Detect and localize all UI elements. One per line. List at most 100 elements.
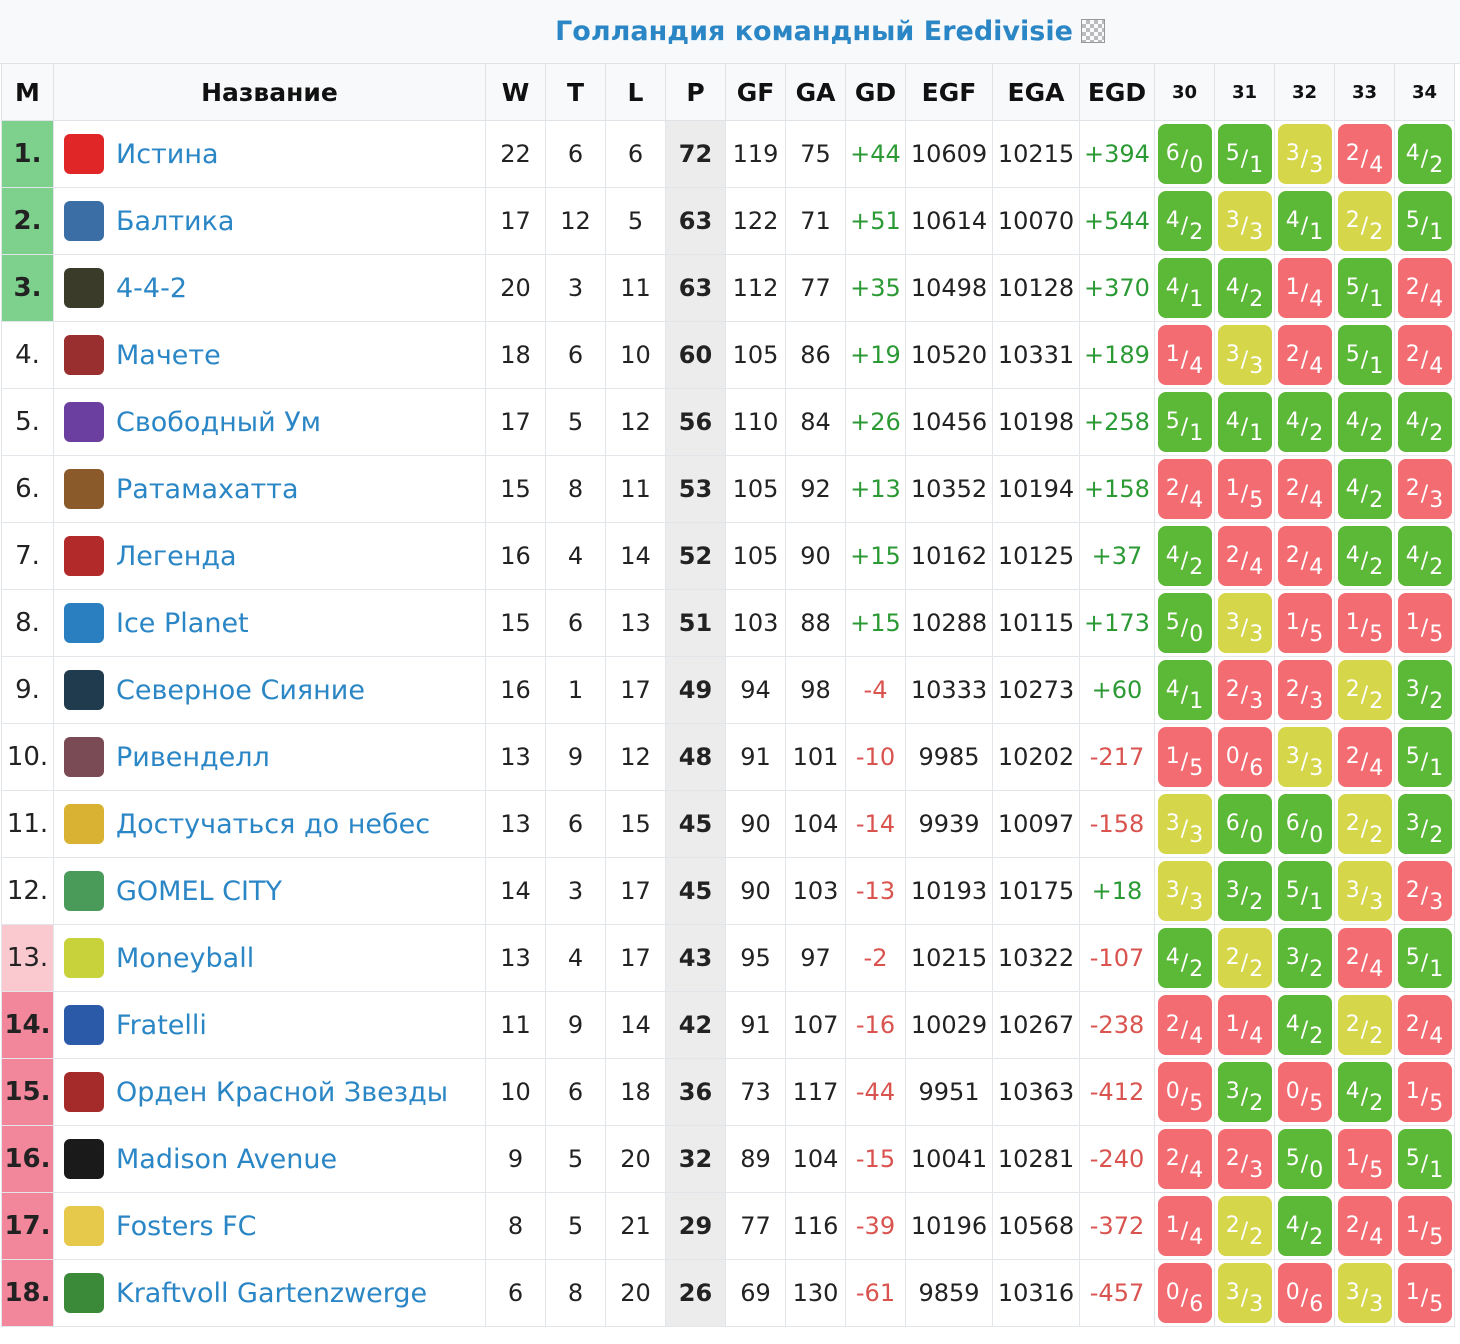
match-result-badge[interactable]: 1/5 [1397,593,1452,653]
match-result-badge[interactable]: 2/3 [1277,660,1332,720]
match-result-badge[interactable]: 4/2 [1277,392,1332,452]
col-header-gf[interactable]: GF [725,63,786,121]
match-result-badge[interactable]: 2/2 [1337,660,1392,720]
match-result-badge[interactable]: 3/3 [1217,593,1272,653]
match-result-badge[interactable]: 4/2 [1397,392,1452,452]
match-result-badge[interactable]: 5/1 [1217,124,1272,184]
match-result-badge[interactable]: 0/5 [1277,1062,1332,1122]
match-result-badge[interactable]: 3/3 [1277,727,1332,787]
match-result-badge[interactable]: 5/1 [1337,258,1392,318]
match-result-badge[interactable]: 4/2 [1157,191,1212,251]
col-header-t[interactable]: T [545,63,606,121]
team-name-link[interactable]: Достучаться до небес [116,808,431,840]
match-result-badge[interactable]: 4/2 [1337,1062,1392,1122]
match-result-badge[interactable]: 5/1 [1397,928,1452,988]
match-result-badge[interactable]: 2/4 [1397,995,1452,1055]
match-result-badge[interactable]: 2/4 [1337,124,1392,184]
match-result-badge[interactable]: 4/2 [1277,1196,1332,1256]
match-result-badge[interactable]: 0/6 [1217,727,1272,787]
match-result-badge[interactable]: 2/4 [1157,1129,1212,1189]
col-header-w[interactable]: W [485,63,546,121]
match-result-badge[interactable]: 4/2 [1157,526,1212,586]
match-result-badge[interactable]: 1/5 [1397,1196,1452,1256]
match-result-badge[interactable]: 0/6 [1277,1263,1332,1323]
match-result-badge[interactable]: 3/3 [1157,794,1212,854]
match-result-badge[interactable]: 3/2 [1397,660,1452,720]
match-result-badge[interactable]: 6/0 [1157,124,1212,184]
match-result-badge[interactable]: 5/1 [1337,325,1392,385]
match-result-badge[interactable]: 6/0 [1277,794,1332,854]
match-result-badge[interactable]: 3/3 [1157,861,1212,921]
match-result-badge[interactable]: 2/4 [1277,325,1332,385]
match-result-badge[interactable]: 5/1 [1157,392,1212,452]
team-name-link[interactable]: Ice Planet [116,607,249,639]
col-header-ega[interactable]: EGA [992,63,1080,121]
col-header-egf[interactable]: EGF [905,63,993,121]
match-result-badge[interactable]: 4/2 [1157,928,1212,988]
match-result-badge[interactable]: 2/3 [1217,1129,1272,1189]
match-result-badge[interactable]: 2/3 [1217,660,1272,720]
match-result-badge[interactable]: 5/0 [1157,593,1212,653]
team-name-link[interactable]: 4-4-2 [116,272,188,304]
match-result-badge[interactable]: 4/2 [1397,124,1452,184]
match-result-badge[interactable]: 2/4 [1337,928,1392,988]
match-result-badge[interactable]: 3/2 [1397,794,1452,854]
match-result-badge[interactable]: 5/1 [1397,191,1452,251]
team-name-link[interactable]: GOMEL CITY [116,875,282,907]
match-result-badge[interactable]: 4/1 [1157,258,1212,318]
col-header-pos[interactable]: M [1,63,54,121]
match-result-badge[interactable]: 4/1 [1277,191,1332,251]
match-result-badge[interactable]: 1/5 [1397,1062,1452,1122]
match-result-badge[interactable]: 4/2 [1337,526,1392,586]
match-result-badge[interactable]: 2/4 [1397,325,1452,385]
team-name-link[interactable]: Балтика [116,205,235,237]
match-result-badge[interactable]: 1/5 [1337,1129,1392,1189]
match-result-badge[interactable]: 2/3 [1397,861,1452,921]
match-result-badge[interactable]: 1/5 [1157,727,1212,787]
team-name-link[interactable]: Орден Красной Звезды [116,1076,449,1108]
match-result-badge[interactable]: 2/2 [1217,928,1272,988]
match-result-badge[interactable]: 2/2 [1337,794,1392,854]
match-result-badge[interactable]: 4/2 [1277,995,1332,1055]
match-result-badge[interactable]: 2/4 [1157,995,1212,1055]
match-result-badge[interactable]: 5/1 [1397,1129,1452,1189]
match-result-badge[interactable]: 3/2 [1277,928,1332,988]
col-header-p[interactable]: P [665,63,726,121]
match-result-badge[interactable]: 2/4 [1397,258,1452,318]
team-name-link[interactable]: Kraftvoll Gartenzwerge [116,1277,428,1309]
team-name-link[interactable]: Легенда [116,540,237,572]
col-header-egd[interactable]: EGD [1079,63,1155,121]
match-result-badge[interactable]: 2/2 [1337,995,1392,1055]
match-result-badge[interactable]: 1/4 [1217,995,1272,1055]
match-result-badge[interactable]: 1/4 [1277,258,1332,318]
match-result-badge[interactable]: 4/1 [1157,660,1212,720]
match-result-badge[interactable]: 3/3 [1337,1263,1392,1323]
match-result-badge[interactable]: 1/5 [1337,593,1392,653]
team-name-link[interactable]: Moneyball [116,942,255,974]
match-result-badge[interactable]: 1/4 [1157,1196,1212,1256]
match-result-badge[interactable]: 2/2 [1217,1196,1272,1256]
team-name-link[interactable]: Свободный Ум [116,406,322,438]
match-result-badge[interactable]: 3/3 [1217,325,1272,385]
match-result-badge[interactable]: 2/4 [1217,526,1272,586]
match-result-badge[interactable]: 0/6 [1157,1263,1212,1323]
match-result-badge[interactable]: 4/2 [1337,459,1392,519]
col-header-l[interactable]: L [605,63,666,121]
match-result-badge[interactable]: 2/3 [1397,459,1452,519]
match-result-badge[interactable]: 1/5 [1277,593,1332,653]
match-result-badge[interactable]: 5/0 [1277,1129,1332,1189]
team-name-link[interactable]: Мачете [116,339,221,371]
match-result-badge[interactable]: 2/4 [1277,459,1332,519]
col-header-gd[interactable]: GD [845,63,906,121]
match-result-badge[interactable]: 1/4 [1157,325,1212,385]
match-result-badge[interactable]: 2/2 [1337,191,1392,251]
match-result-badge[interactable]: 3/3 [1217,191,1272,251]
match-result-badge[interactable]: 3/3 [1277,124,1332,184]
match-result-badge[interactable]: 0/5 [1157,1062,1212,1122]
match-result-badge[interactable]: 3/3 [1217,1263,1272,1323]
match-result-badge[interactable]: 1/5 [1397,1263,1452,1323]
match-result-badge[interactable]: 6/0 [1217,794,1272,854]
team-name-link[interactable]: Ратамахатта [116,473,299,505]
team-name-link[interactable]: Madison Avenue [116,1143,338,1175]
match-result-badge[interactable]: 5/1 [1397,727,1452,787]
